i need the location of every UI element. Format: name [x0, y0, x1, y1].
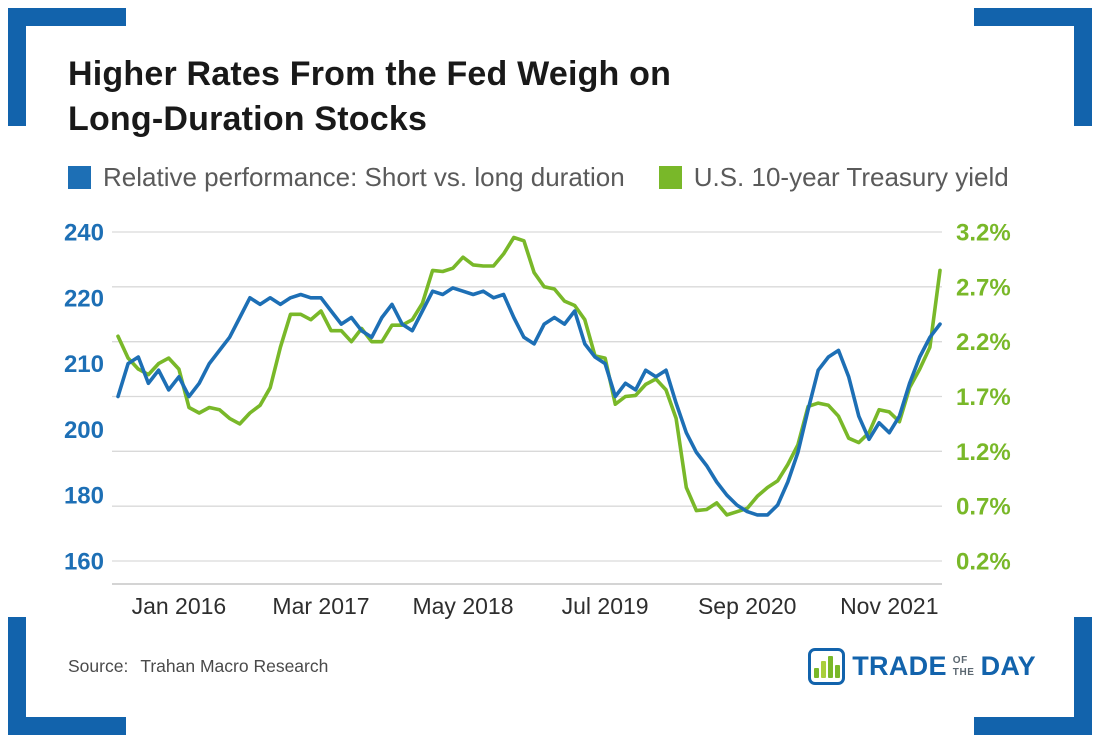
logo-word-of-the: OF THE [953, 655, 975, 678]
logo-word-the: THE [952, 666, 975, 678]
left-axis-tick-label: 210 [64, 351, 104, 378]
chart-title-line-1: Higher Rates From the Fed Weigh on [68, 55, 672, 93]
right-axis-tick-label: 2.2% [956, 329, 1011, 356]
left-axis-tick-label: 200 [64, 417, 104, 444]
bar-chart-icon-bar [835, 665, 840, 678]
left-axis-tick-label: 180 [64, 483, 104, 510]
x-axis-tick-label: Jan 2016 [132, 593, 227, 619]
logo-word-of: OF [952, 655, 968, 666]
treasury-yield-line [116, 235, 942, 517]
left-axis-tick-label: 220 [64, 285, 104, 312]
chart-title-line-2: Long-Duration Stocks [68, 99, 428, 138]
legend-label-treasury-yield: U.S. 10-year Treasury yield [693, 162, 1009, 192]
legend-item-treasury-yield: U.S. 10-year Treasury yield [658, 162, 1009, 193]
bar-chart-icon-bar [814, 668, 819, 678]
left-axis-tick-label: 240 [64, 220, 104, 247]
legend-item-relative-performance: Relative performance: Short vs. long dur… [68, 162, 625, 193]
bar-chart-icon-bar [821, 661, 826, 678]
bar-chart-icon-bar [828, 656, 833, 678]
trade-of-the-day-logo: TRADE OF THE DAY [808, 648, 1036, 685]
x-axis-tick-label: Mar 2017 [272, 593, 369, 619]
chart-title: Higher Rates From the Fed Weigh on Long-… [68, 52, 671, 142]
bar-chart-icon [808, 648, 846, 685]
right-axis-tick-label: 3.2% [956, 220, 1011, 247]
footer: Source: Trahan Macro Research TRADE OF TH… [68, 648, 1036, 685]
right-axis-tick-label: 1.7% [956, 384, 1011, 411]
source-value: Trahan Macro Research [140, 656, 329, 676]
x-axis-tick-label: May 2018 [412, 593, 513, 619]
chart-legend: Relative performance: Short vs. long dur… [68, 162, 1009, 193]
relative-performance-line [116, 286, 942, 517]
source-label: Source: [68, 656, 129, 676]
legend-swatch-blue [68, 166, 91, 189]
right-axis-tick-label: 2.7% [956, 274, 1011, 301]
x-axis-tick-label: Jul 2019 [562, 593, 649, 619]
legend-swatch-green [658, 166, 682, 189]
logo-word-day: DAY [980, 651, 1036, 681]
corner-bracket-bottom-left [8, 617, 126, 735]
x-axis-tick-label: Sep 2020 [698, 593, 796, 619]
legend-label-relative-performance: Relative performance: Short vs. long dur… [103, 162, 625, 192]
x-axis-tick-label: Nov 2021 [840, 593, 938, 619]
corner-bracket-top-left [8, 8, 126, 126]
left-axis-tick-label: 160 [64, 549, 104, 576]
right-axis-tick-label: 0.2% [956, 549, 1011, 576]
right-axis-tick-label: 0.7% [956, 494, 1011, 521]
logo-word-trade: TRADE [852, 651, 947, 681]
corner-bracket-bottom-right [974, 617, 1092, 735]
corner-bracket-top-right [974, 8, 1092, 126]
source-line: Source: Trahan Macro Research [68, 656, 328, 677]
right-axis-tick-label: 1.2% [956, 439, 1011, 466]
